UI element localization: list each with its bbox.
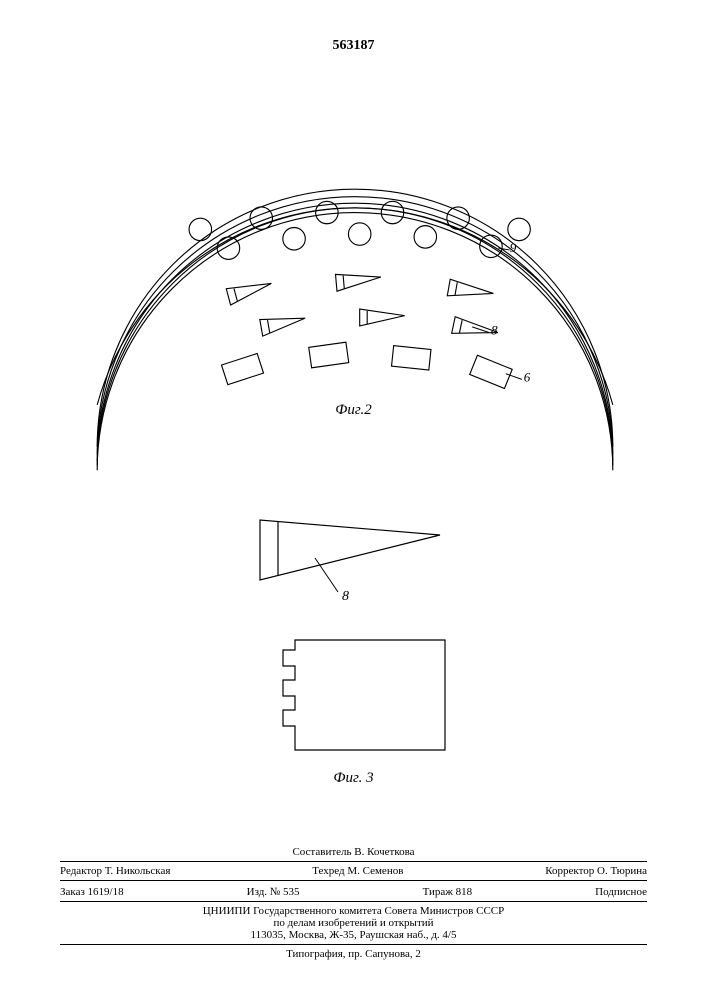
svg-text:6: 6	[524, 369, 531, 384]
footer-org2: по делам изобретений и открытий	[60, 917, 647, 929]
fig3-diagram: 8	[220, 480, 500, 760]
footer-corrector: Корректор О. Тюрина	[545, 865, 647, 877]
footer-izd: Изд. № 535	[247, 886, 300, 898]
footer-editor: Редактор Т. Никольская	[60, 865, 170, 877]
footer-podpis: Подписное	[595, 886, 647, 898]
footer-tehred: Техред М. Семенов	[312, 865, 403, 877]
footer: Составитель В. Кочеткова Редактор Т. Ник…	[60, 843, 647, 960]
svg-text:9: 9	[510, 240, 517, 255]
footer-compiler: Составитель В. Кочеткова	[60, 843, 647, 861]
footer-zakaz: Заказ 1619/18	[60, 886, 124, 898]
fig2-caption: Фиг.2	[335, 402, 371, 419]
footer-org1: ЦНИИПИ Государственного комитета Совета …	[60, 905, 647, 917]
footer-tirazh: Тираж 818	[423, 886, 473, 898]
svg-text:8: 8	[491, 322, 498, 337]
footer-printshop: Типография, пр. Сапунова, 2	[60, 945, 647, 960]
fig2-diagram: 9 8 6	[60, 100, 650, 400]
footer-credits-row: Редактор Т. Никольская Техред М. Семенов…	[60, 861, 647, 881]
footer-addr: 113035, Москва, Ж-35, Раушская наб., д. …	[60, 929, 647, 941]
footer-org: ЦНИИПИ Государственного комитета Совета …	[60, 902, 647, 945]
svg-text:8: 8	[342, 589, 349, 604]
fig3-caption: Фиг. 3	[333, 770, 373, 787]
footer-print-row: Заказ 1619/18 Изд. № 535 Тираж 818 Подпи…	[60, 883, 647, 902]
page-number: 563187	[333, 38, 375, 54]
